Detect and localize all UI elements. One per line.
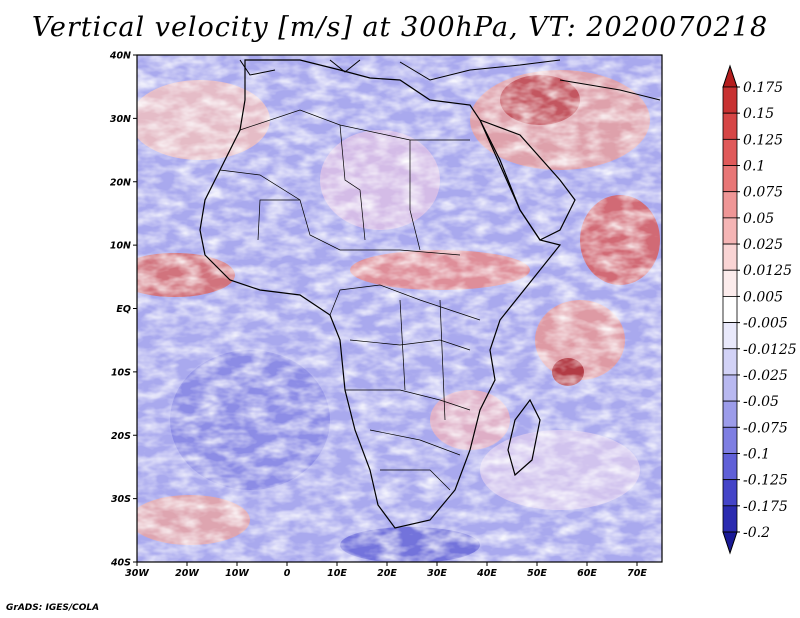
colorbar-swatch xyxy=(722,112,738,140)
colorbar-label: 0.005 xyxy=(743,289,783,305)
madagascar-coastline xyxy=(507,398,541,477)
colorbar-label: 0.05 xyxy=(743,211,774,227)
colorbar-label: 0.175 xyxy=(743,80,783,96)
colorbar-label: -0.125 xyxy=(743,473,788,489)
colorbar-swatch xyxy=(722,505,738,533)
colorbar-swatch xyxy=(722,191,738,219)
colorbar-label: 0.025 xyxy=(743,237,783,253)
colorbar-label: -0.0125 xyxy=(743,342,797,358)
lat-tick-label: 10S xyxy=(111,367,131,378)
colorbar-swatch xyxy=(722,217,738,245)
europe-coastline xyxy=(239,59,661,101)
lat-tick-label: EQ xyxy=(116,304,131,315)
lon-tick-label: 60E xyxy=(577,568,597,579)
colorbar-swatch xyxy=(722,479,738,507)
lon-tick-label: 40E xyxy=(476,568,497,579)
colorbar-label: 0.125 xyxy=(743,132,783,148)
colorbar: 0.175 0.15 0.125 0.1 0.075 0.05 0.025 0.0125 0.0… xyxy=(722,64,797,555)
longitude-axis: 30W 20W 10W 0 10E 20E 30E 40E 50E 60E 70E xyxy=(125,562,647,579)
lon-tick-label: 20E xyxy=(377,568,397,579)
colorbar-label: -0.005 xyxy=(743,316,788,332)
lat-tick-label: 30S xyxy=(111,494,131,505)
colorbar-label: -0.075 xyxy=(743,420,788,436)
colorbar-max-arrow xyxy=(722,64,738,88)
map-title: Vertical velocity [m/s] at 300hPa, VT: 2… xyxy=(31,12,769,43)
colorbar-swatch xyxy=(722,165,738,193)
velocity-field xyxy=(137,55,662,562)
colorbar-swatch xyxy=(722,348,738,376)
lon-tick-label: 10W xyxy=(225,568,249,579)
lon-tick-label: 10E xyxy=(327,568,347,579)
country-borders xyxy=(219,109,481,491)
colorbar-swatch xyxy=(722,243,738,271)
colorbar-label: -0.025 xyxy=(743,368,788,384)
colorbar-swatch xyxy=(722,296,738,323)
colorbar-label: -0.2 xyxy=(743,525,770,541)
grads-credit: GrADS: IGES/COLA xyxy=(6,603,100,613)
colorbar-label: 0.0125 xyxy=(743,263,792,279)
lat-tick-label: 20S xyxy=(111,431,131,442)
colorbar-label: 0.15 xyxy=(743,106,774,122)
colorbar-swatch xyxy=(722,400,738,428)
lat-tick-label: 40N xyxy=(109,51,131,62)
colorbar-swatch xyxy=(722,138,738,166)
lon-tick-label: 50E xyxy=(527,568,547,579)
colorbar-swatch xyxy=(722,269,738,297)
colorbar-label: -0.05 xyxy=(743,394,779,410)
lat-tick-label: 20N xyxy=(110,177,131,188)
colorbar-swatch xyxy=(722,426,738,454)
colorbar-label: -0.175 xyxy=(743,499,788,515)
field-texture xyxy=(137,55,662,562)
latitude-axis: 40N 30N 20N 10N EQ 10S 20S 30S 40S xyxy=(109,51,137,569)
colorbar-label: -0.1 xyxy=(743,446,770,462)
colorbar-label: 0.075 xyxy=(743,185,783,201)
lon-tick-label: 30E xyxy=(427,568,447,579)
lat-tick-label: 10N xyxy=(110,241,131,252)
africa-coastline xyxy=(199,59,562,529)
colorbar-label: 0.1 xyxy=(743,159,765,175)
lon-tick-label: 70E xyxy=(627,568,647,579)
arabia-coastline xyxy=(478,118,576,241)
colorbar-swatch xyxy=(722,374,738,402)
lat-tick-label: 40S xyxy=(110,558,131,569)
lon-tick-label: 0 xyxy=(284,568,291,579)
lon-tick-label: 20W xyxy=(175,568,199,579)
colorbar-swatch xyxy=(722,86,738,114)
colorbar-swatch xyxy=(722,453,738,481)
colorbar-swatch xyxy=(722,322,738,350)
colorbar-min-arrow xyxy=(722,531,738,555)
lon-tick-label: 30W xyxy=(125,568,149,579)
lat-tick-label: 30N xyxy=(110,114,131,125)
